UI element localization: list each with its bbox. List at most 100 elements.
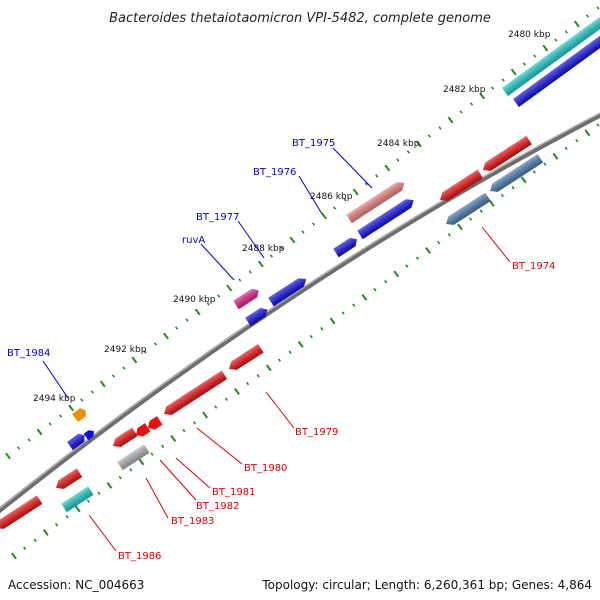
gene-bt-1981[interactable] (145, 416, 163, 432)
label-bt-1986: BT_1986 (118, 551, 161, 562)
tick-mark (86, 499, 90, 503)
map-title: Bacteroides thetaiotaomicron VPI-5482, c… (109, 11, 491, 26)
accession-text: Accession: NC_004663 (8, 578, 145, 592)
reverse-features (0, 135, 544, 532)
tick-mark (542, 44, 549, 52)
gene-red-small[interactable] (110, 427, 138, 451)
gene-bt-1983[interactable] (117, 444, 150, 471)
gene-red-top-1[interactable] (437, 169, 483, 205)
feature-orange (72, 408, 87, 423)
feature-blue-top (513, 27, 600, 108)
tick-mark (552, 152, 559, 160)
tick-mark (246, 381, 250, 386)
tick-2488: 2488 kbp (242, 244, 285, 254)
tick-mark (288, 350, 292, 354)
gene-bt-1974[interactable] (443, 192, 491, 229)
tick-mark (65, 515, 69, 519)
tick-mark (297, 341, 304, 348)
tick-mark (320, 327, 324, 331)
tick-mark (97, 491, 101, 495)
tick-2490: 2490 kbp (173, 295, 216, 305)
feature-cyan-top (502, 16, 600, 97)
tick-mark (122, 366, 126, 370)
gene-blue-tiny[interactable] (83, 428, 97, 441)
gene-red-top-2[interactable] (480, 135, 532, 174)
label-bt-1983: BT_1983 (171, 516, 214, 527)
label-bt-1979: BT_1979 (295, 427, 338, 438)
tick-mark (163, 332, 169, 340)
tick-mark (309, 334, 313, 339)
tick-mark (277, 358, 281, 362)
tick-mark (352, 188, 359, 196)
tick-mark (16, 446, 21, 450)
tick-mark (470, 102, 474, 106)
tick-mark (48, 422, 52, 426)
label-bt-1984: BT_1984 (7, 348, 50, 359)
gene-bt-1984[interactable] (67, 431, 87, 451)
tick-mark (54, 522, 59, 527)
gene-steel-2[interactable] (487, 154, 544, 195)
tick-mark (27, 438, 31, 442)
tick-mark (437, 240, 441, 245)
tick-mark (321, 212, 328, 220)
tick-mark (596, 123, 600, 127)
tick-mark (573, 20, 580, 28)
tick-mark (364, 182, 368, 186)
tick-mark (36, 428, 43, 436)
label-bt-1976: BT_1976 (253, 167, 296, 178)
gene-blue-small[interactable] (245, 305, 270, 327)
tick-mark (373, 287, 377, 292)
tick-mark (343, 198, 347, 202)
tick-mark (447, 233, 451, 237)
label-bt-1974: BT_1974 (512, 261, 555, 272)
gene-bt-1976[interactable] (357, 196, 416, 240)
tick-mark (406, 150, 410, 154)
tick-mark (361, 294, 368, 301)
tick-mark (170, 435, 177, 442)
tick-mark (68, 404, 75, 412)
gene-bt-1986[interactable] (61, 486, 94, 513)
gene-bt-1979[interactable] (226, 344, 264, 373)
tick-mark (80, 398, 84, 402)
tick-mark (564, 30, 568, 34)
genome-backbone-highlight (0, 112, 600, 509)
tick-mark (415, 140, 422, 148)
tick-mark (238, 278, 242, 282)
tick-mark (341, 311, 345, 315)
tick-mark (234, 388, 240, 395)
tick-dots (5, 6, 600, 560)
tick-mark (143, 350, 147, 354)
label-bt-1980: BT_1980 (244, 463, 287, 474)
tick-mark (59, 414, 63, 418)
gene-bt-1982[interactable] (133, 423, 151, 439)
gene-bt-1975[interactable] (346, 179, 407, 224)
tick-mark (224, 397, 228, 401)
gene-bt-1977[interactable] (333, 235, 359, 258)
tick-mark (248, 270, 252, 274)
tick-mark (280, 246, 284, 250)
tick-mark (554, 38, 558, 42)
tick-2494: 2494 kbp (33, 394, 76, 404)
gene-blue-mid[interactable] (268, 275, 309, 307)
gene-bt-1980[interactable] (161, 370, 228, 419)
tick-mark (150, 452, 154, 456)
topology-summary: Topology: circular; Length: 6,260,361 bp… (262, 578, 592, 592)
tick-mark (269, 254, 273, 258)
tick-mark (425, 247, 432, 254)
tick-mark (106, 482, 113, 489)
tick-mark (206, 302, 210, 306)
gene-red-left-1[interactable] (53, 468, 83, 493)
tick-mark (202, 411, 209, 419)
tick-mark (161, 444, 165, 448)
tick-mark (447, 116, 454, 124)
label-bt-1975: BT_1975 (292, 138, 335, 149)
tick-mark (311, 222, 316, 226)
tick-mark (479, 92, 486, 100)
gene-ruva[interactable] (233, 286, 261, 310)
tick-mark (522, 62, 526, 66)
tick-mark (333, 206, 337, 210)
label-bt-1981: BT_1981 (212, 487, 255, 498)
tick-mark (23, 546, 27, 550)
tick-mark (5, 452, 11, 460)
gene-red-left-2[interactable] (0, 495, 43, 532)
